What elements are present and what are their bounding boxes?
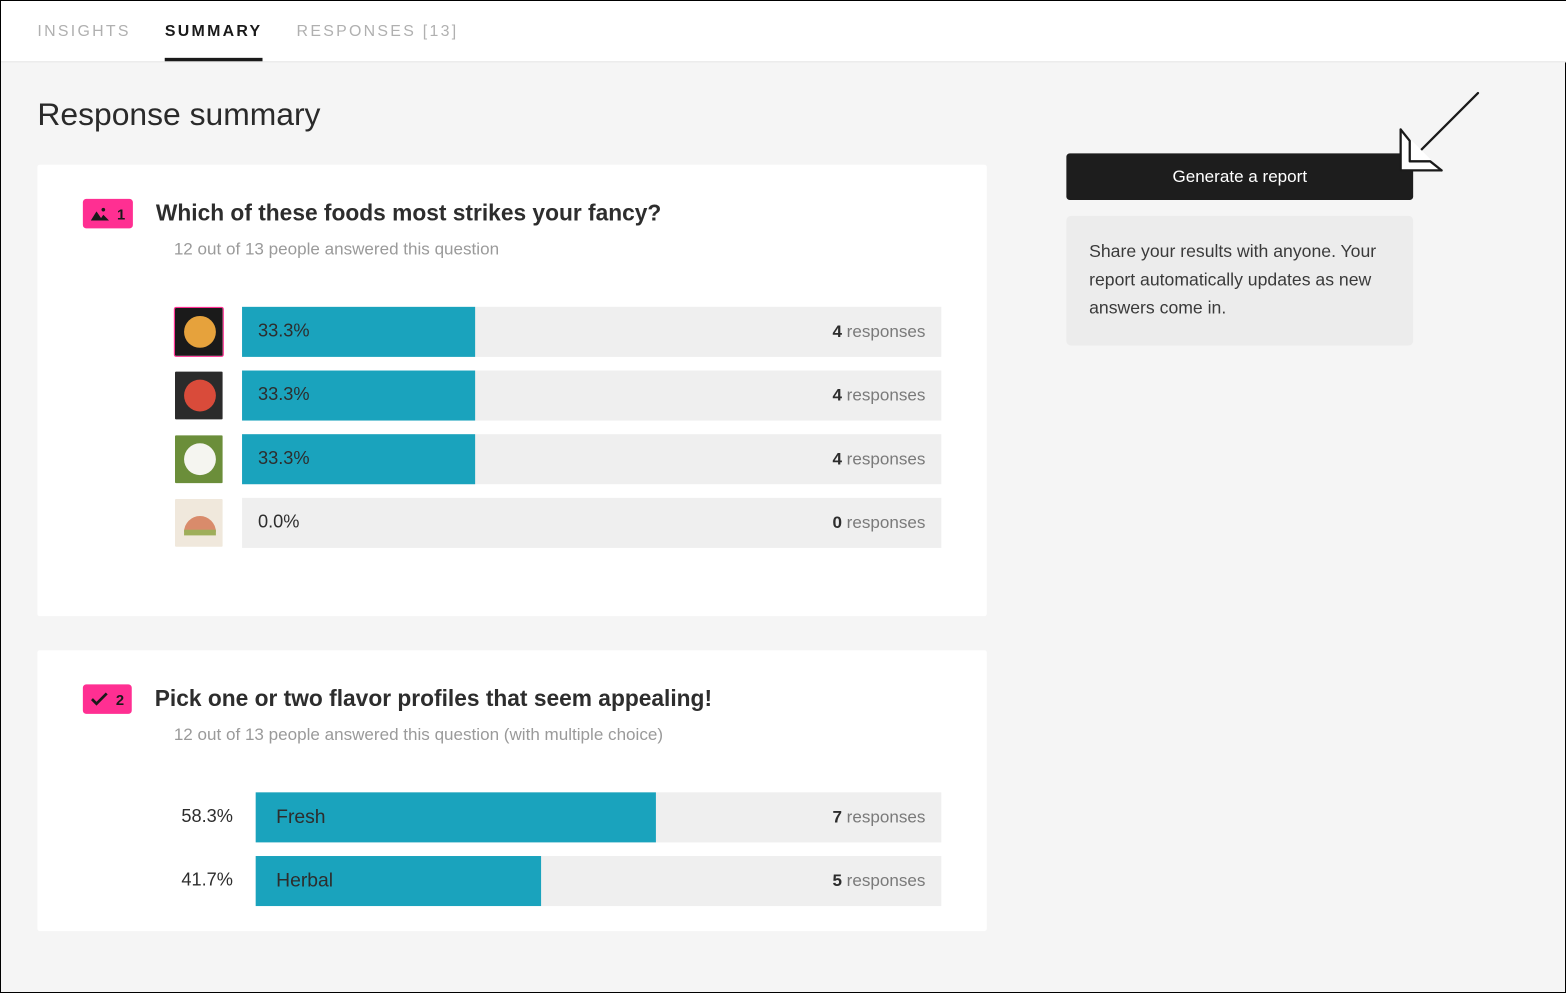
- bar-row[interactable]: 58.3% Fresh 7 responses: [151, 792, 941, 842]
- option-thumbnail: [174, 498, 224, 548]
- question-number: 2: [116, 691, 124, 708]
- bar-label: Fresh: [256, 806, 326, 829]
- q1-bars: 33.3% 4 responses 33.3% 4 responses 33.3% 4 r…: [174, 307, 941, 548]
- q2-bars: 58.3% Fresh 7 responses 41.7% Herbal 5 respon…: [151, 792, 941, 906]
- tab-summary[interactable]: SUMMARY: [165, 1, 263, 61]
- check-icon: [91, 692, 108, 706]
- bar-track: Herbal 5 responses: [256, 856, 942, 906]
- sidebar-note: Share your results with anyone. Your rep…: [1066, 216, 1413, 346]
- bar-percent: 0.0%: [242, 513, 299, 533]
- bar-label: Herbal: [256, 870, 333, 893]
- question-title: Which of these foods most strikes your f…: [156, 201, 661, 227]
- tab-insights[interactable]: INSIGHTS: [37, 1, 130, 61]
- sidebar: Generate a report Share your results wit…: [1066, 97, 1413, 346]
- bar-row[interactable]: 41.7% Herbal 5 responses: [151, 856, 941, 906]
- bar-row[interactable]: 33.3% 4 responses: [174, 371, 941, 421]
- bar-track: 33.3% 4 responses: [242, 434, 941, 484]
- question-subtitle: 12 out of 13 people answered this questi…: [174, 240, 941, 259]
- question-title: Pick one or two flavor profiles that see…: [155, 686, 712, 712]
- question-badge-1: 1: [83, 199, 133, 229]
- tab-responses[interactable]: RESPONSES [13]: [297, 1, 459, 61]
- bar-response-count: 0 responses: [832, 513, 925, 532]
- generate-report-button[interactable]: Generate a report: [1066, 153, 1413, 200]
- bar-response-count: 5 responses: [832, 871, 925, 890]
- bar-track: Fresh 7 responses: [256, 792, 942, 842]
- image-icon: [91, 207, 109, 221]
- bar-response-count: 4 responses: [832, 322, 925, 341]
- question-number: 1: [117, 205, 125, 222]
- bar-response-count: 4 responses: [832, 386, 925, 405]
- bar-track: 33.3% 4 responses: [242, 371, 941, 421]
- question-badge-2: 2: [83, 684, 132, 714]
- bar-row[interactable]: 33.3% 4 responses: [174, 434, 941, 484]
- bar-percent: 33.3%: [242, 322, 310, 342]
- page-title: Response summary: [37, 97, 986, 133]
- bar-track: 33.3% 4 responses: [242, 307, 941, 357]
- bar-percent: 33.3%: [242, 385, 310, 405]
- option-thumbnail: [174, 434, 224, 484]
- bar-row[interactable]: 33.3% 4 responses: [174, 307, 941, 357]
- question-subtitle: 12 out of 13 people answered this questi…: [174, 725, 941, 744]
- bar-percent: 33.3%: [242, 449, 310, 469]
- bar-response-count: 7 responses: [832, 808, 925, 827]
- bar-percent: 41.7%: [151, 871, 233, 891]
- bar-percent: 58.3%: [151, 807, 233, 827]
- tabs-nav: INSIGHTS SUMMARY RESPONSES [13]: [1, 1, 1566, 62]
- bar-row[interactable]: 0.0% 0 responses: [174, 498, 941, 548]
- option-thumbnail: [174, 307, 224, 357]
- bar-track: 0.0% 0 responses: [242, 498, 941, 548]
- bar-response-count: 4 responses: [832, 450, 925, 469]
- question-card-1: 1 Which of these foods most strikes your…: [37, 165, 986, 616]
- arrow-annotation-icon: [1385, 79, 1493, 187]
- question-card-2: 2 Pick one or two flavor profiles that s…: [37, 650, 986, 931]
- option-thumbnail: [174, 371, 224, 421]
